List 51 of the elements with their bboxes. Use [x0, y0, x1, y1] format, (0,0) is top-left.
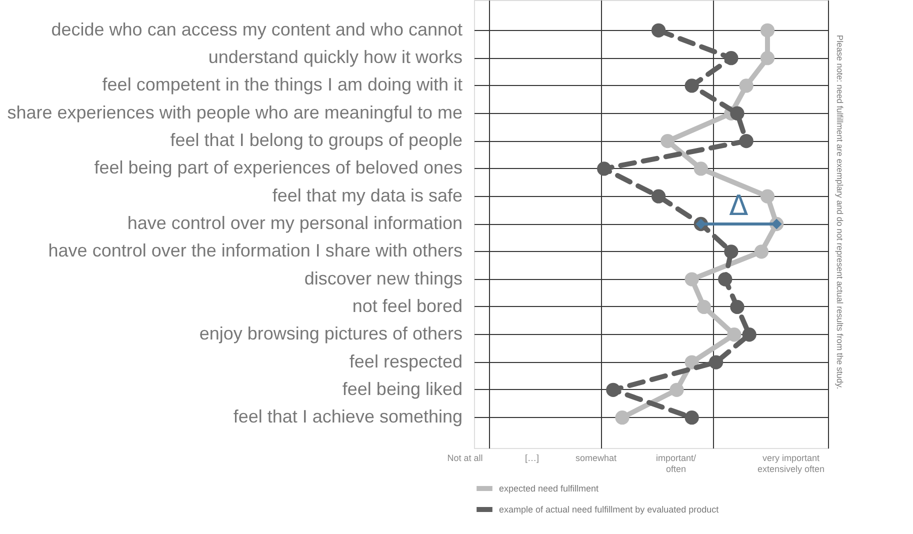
- point: [606, 382, 620, 397]
- point: [739, 134, 754, 148]
- legend-label: example of actual need fulfillment by evaluated product: [499, 504, 720, 514]
- y-tick-label: feel that my data is safe: [272, 185, 462, 206]
- point: [708, 355, 724, 370]
- text: very important extensively often: [757, 453, 825, 474]
- point: [670, 382, 684, 397]
- point: [651, 189, 666, 204]
- text: Not at all: [447, 453, 483, 463]
- point: [730, 300, 744, 314]
- point: [724, 51, 738, 66]
- point: [597, 162, 612, 176]
- point: [730, 106, 744, 120]
- y-tick-label: feel being part of experiences of beloved ones: [94, 158, 462, 178]
- y-tick-label: feel that I achieve something: [233, 406, 462, 427]
- point: [684, 355, 699, 370]
- text: important/ often: [656, 453, 696, 474]
- y-tick-label: not feel bored: [352, 296, 462, 316]
- annotation: Δ: [729, 189, 748, 222]
- point: [615, 410, 630, 425]
- legend-label: expected need fulfillment: [499, 484, 600, 494]
- point: [684, 78, 699, 93]
- y-tick-label: feel respected: [349, 351, 462, 372]
- y-tick-label: enjoy browsing pictures of others: [199, 324, 462, 344]
- point: [754, 244, 769, 259]
- point: [718, 272, 732, 286]
- point: [760, 51, 775, 66]
- point: [727, 328, 742, 342]
- text: Please note: need fulfillment are exemplary and do not represent actual results from the study.: [835, 34, 845, 390]
- y-tick-label: have control over my personal information: [127, 213, 462, 233]
- point: [684, 272, 699, 286]
- point: [739, 78, 754, 93]
- point: [651, 23, 666, 38]
- point: [760, 189, 775, 204]
- text: somewhat: [575, 453, 617, 463]
- y-tick-label: understand quickly how it works: [208, 47, 462, 68]
- point: [742, 328, 756, 342]
- y-tick-label: decide who can access my content and who cannot: [51, 19, 462, 40]
- point: [684, 410, 699, 425]
- y-tick-label: feel competent in the things I am doing with it: [102, 74, 462, 95]
- y-tick-label: have control over the information I share with others: [48, 240, 462, 261]
- text: […]: [524, 453, 540, 463]
- y-tick-label: discover new things: [304, 268, 462, 288]
- point: [760, 23, 775, 38]
- y-tick-label: feel that I belong to groups of people: [170, 130, 462, 150]
- y-tick-label: feel being liked: [342, 378, 462, 399]
- point: [694, 162, 708, 176]
- point: [696, 300, 712, 314]
- y-tick-label: share experiences with people who are meaningful to me: [7, 102, 462, 122]
- point: [660, 134, 675, 148]
- point: [724, 244, 738, 259]
